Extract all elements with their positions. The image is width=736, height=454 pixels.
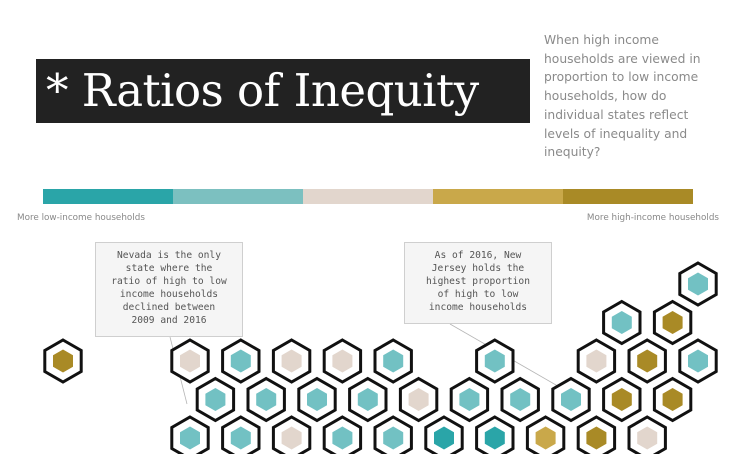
legend-high-label: More high-income households (586, 213, 719, 223)
hex-tile[interactable] (373, 338, 413, 384)
hex-tile[interactable] (652, 299, 693, 346)
hex-tile-fill (332, 426, 353, 450)
hex-tile-fill (53, 349, 73, 373)
hex-tile[interactable] (271, 338, 312, 384)
hex-tile[interactable] (500, 376, 540, 423)
hex-tile-fill (484, 426, 505, 450)
hex-tile[interactable] (246, 376, 286, 423)
hex-tile-fill (281, 349, 302, 373)
hex-tile-fill (484, 349, 505, 373)
legend-swatch-3 (303, 189, 433, 204)
hex-tile-fill (662, 311, 683, 334)
color-legend (43, 189, 693, 204)
legend-swatch-1 (43, 189, 173, 204)
page-subtitle: When high income households are viewed i… (544, 33, 701, 160)
hex-tile[interactable] (627, 338, 667, 384)
hex-tile-fill (611, 311, 632, 334)
hex-tile[interactable] (398, 376, 439, 423)
hex-tile-fill (688, 349, 708, 373)
new-jersey-annotation: As of 2016, New Jersey holds the highest… (404, 242, 552, 324)
hex-tile[interactable] (602, 299, 642, 346)
hex-tile[interactable] (449, 376, 490, 423)
legend-low-label: More low-income households (17, 213, 145, 223)
hex-tile[interactable] (271, 415, 312, 454)
hex-tile-fill (383, 349, 404, 373)
page-title: * Ratios of Inequity (46, 64, 479, 117)
hex-tile-fill (637, 426, 658, 450)
hex-tile[interactable] (551, 376, 591, 423)
hex-tile[interactable] (43, 338, 83, 384)
hex-tile[interactable] (221, 415, 261, 454)
hex-tile[interactable] (322, 338, 363, 384)
hex-tile-fill (205, 388, 226, 411)
hex-tile-fill (510, 388, 531, 411)
hex-tile-fill (230, 426, 251, 450)
legend-swatch-2 (173, 189, 303, 204)
hex-tile-fill (383, 426, 404, 450)
hex-tile-fill (586, 349, 607, 373)
hex-tile[interactable] (424, 415, 464, 454)
hex-tile[interactable] (678, 261, 718, 307)
hex-tile[interactable] (322, 415, 363, 454)
hex-tile-fill (535, 426, 556, 450)
hex-tile[interactable] (678, 338, 718, 384)
hex-tile-fill (637, 349, 658, 373)
hex-tile-fill (281, 426, 302, 450)
hex-tile[interactable] (602, 376, 642, 423)
hex-tile[interactable] (576, 338, 617, 384)
hex-tile-fill (180, 349, 200, 373)
legend-swatch-5 (563, 189, 693, 204)
hex-tile-fill (459, 388, 480, 411)
hex-tile-fill (688, 272, 708, 296)
hex-tile[interactable] (297, 376, 337, 423)
hex-tile-fill (256, 388, 277, 411)
hex-tile-fill (307, 388, 327, 411)
hex-tile[interactable] (221, 338, 261, 384)
hex-tile-fill (180, 426, 200, 450)
hex-tile-fill (586, 426, 607, 450)
legend-swatch-4 (433, 189, 563, 204)
hex-tile[interactable] (475, 338, 515, 384)
hex-tile[interactable] (170, 338, 210, 384)
hex-tile[interactable] (576, 415, 617, 454)
hex-tile-fill (332, 349, 353, 373)
hex-tile-fill (357, 388, 378, 411)
title-banner: * Ratios of Inequity (36, 59, 530, 123)
hex-tile-fill (662, 388, 683, 411)
hex-tile[interactable] (170, 415, 210, 454)
hex-tile[interactable] (373, 415, 413, 454)
nevada-annotation: Nevada is the only state where the ratio… (95, 242, 243, 337)
hex-tile[interactable] (652, 376, 693, 423)
hex-tile[interactable] (627, 415, 667, 454)
hex-tile[interactable] (195, 376, 236, 423)
hex-tile[interactable] (525, 415, 566, 454)
hex-tile-fill (561, 388, 581, 411)
hex-tile[interactable] (475, 415, 515, 454)
hex-tile-fill (434, 426, 454, 450)
hex-tile-fill (408, 388, 429, 411)
hex-tile-fill (611, 388, 632, 411)
hex-tile-fill (230, 349, 251, 373)
hex-tile[interactable] (348, 376, 388, 423)
